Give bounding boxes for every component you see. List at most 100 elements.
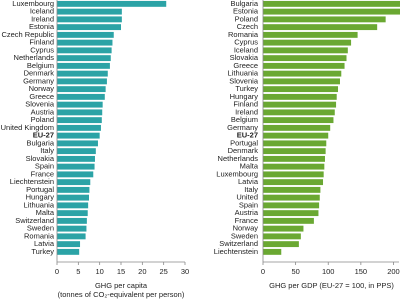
bar xyxy=(263,148,326,155)
bar xyxy=(57,124,101,131)
category-label: Luxembourg xyxy=(216,169,258,178)
bar xyxy=(263,16,386,23)
bar xyxy=(57,24,121,31)
bar xyxy=(263,225,304,232)
category-label: Switzerland xyxy=(219,239,258,248)
category-label: United xyxy=(236,193,258,202)
category-label: EU-27 xyxy=(33,131,54,140)
bar xyxy=(57,186,90,193)
x-tick-label: 25 xyxy=(159,267,167,276)
bar xyxy=(263,241,299,248)
bar xyxy=(263,31,358,38)
bar xyxy=(263,8,400,15)
category-label: Ireland xyxy=(235,107,258,116)
category-label: Greece xyxy=(233,61,258,70)
category-label: Liechtenstein xyxy=(10,177,54,186)
bar xyxy=(263,217,314,224)
category-label: Greece xyxy=(29,92,54,101)
bar xyxy=(263,86,339,93)
bar xyxy=(263,124,331,131)
category-label: EU-27 xyxy=(237,131,258,140)
bar xyxy=(263,47,348,54)
bar xyxy=(57,132,100,139)
category-label: Germany xyxy=(227,123,258,132)
category-label: Germany xyxy=(23,76,54,85)
category-label: Italy xyxy=(244,185,258,194)
category-label: Estonia xyxy=(233,7,259,16)
x-tick-label: 50 xyxy=(291,267,299,276)
category-label: Poland xyxy=(31,115,54,124)
bar xyxy=(57,225,87,232)
category-label: Lithuania xyxy=(24,200,55,209)
bar xyxy=(263,171,324,178)
category-label: Iceland xyxy=(30,7,54,16)
bar xyxy=(57,93,105,100)
bar xyxy=(57,155,95,162)
bar xyxy=(57,31,114,38)
bar xyxy=(263,132,329,139)
bar xyxy=(263,248,282,255)
category-label: Norway xyxy=(233,224,259,233)
bar xyxy=(57,39,113,46)
x-tick-label: 150 xyxy=(355,267,368,276)
bar xyxy=(263,0,400,7)
x-tick-label: 5 xyxy=(76,267,80,276)
category-label: Slovenia xyxy=(229,76,259,85)
category-label: Malta xyxy=(240,162,259,171)
category-label: Estonia xyxy=(29,22,55,31)
category-label: Hungary xyxy=(26,193,55,202)
bar xyxy=(57,163,95,170)
category-label: Austria xyxy=(235,208,259,217)
category-label: Ireland xyxy=(31,14,54,23)
bar xyxy=(57,202,89,209)
bar xyxy=(263,93,337,100)
x-tick-label: 30 xyxy=(181,267,189,276)
bar xyxy=(57,194,89,201)
bar xyxy=(263,140,327,147)
category-label: Austria xyxy=(31,107,55,116)
category-label: Malta xyxy=(36,208,55,217)
bar xyxy=(57,8,122,15)
category-label: Hungary xyxy=(230,92,259,101)
category-label: Cyprus xyxy=(234,38,258,47)
bar xyxy=(57,0,167,7)
bar xyxy=(263,39,352,46)
bar xyxy=(263,233,301,240)
category-label: Spain xyxy=(239,200,258,209)
category-label: Spain xyxy=(35,162,54,171)
bar xyxy=(57,140,98,147)
bar xyxy=(263,55,347,62)
bar xyxy=(57,78,107,85)
category-label: Czech xyxy=(237,22,258,31)
bar xyxy=(57,109,103,116)
bar xyxy=(263,78,340,85)
bar xyxy=(57,16,122,23)
category-label: Bulgaria xyxy=(230,0,258,8)
category-label: United Kingdom xyxy=(1,123,54,132)
category-label: France xyxy=(31,169,54,178)
x-tick-label: 0 xyxy=(55,267,59,276)
category-label: Poland xyxy=(235,14,258,23)
x-tick-label: 100 xyxy=(322,267,335,276)
category-label: Cyprus xyxy=(30,45,54,54)
bar xyxy=(57,101,103,108)
bar xyxy=(57,47,112,54)
category-label: Sweden xyxy=(27,224,54,233)
bar xyxy=(57,148,96,155)
bar xyxy=(263,109,335,116)
bar xyxy=(57,248,80,255)
category-label: Bulgaria xyxy=(26,138,54,147)
bar xyxy=(263,101,337,108)
category-label: Denmark xyxy=(24,69,55,78)
category-label: Latvia xyxy=(238,177,259,186)
bar xyxy=(263,163,325,170)
bar xyxy=(57,171,94,178)
category-label: Belgium xyxy=(27,61,54,70)
x-tick-label: 0 xyxy=(261,267,265,276)
category-label: Latvia xyxy=(34,239,55,248)
category-label: Liechtenstein xyxy=(214,247,258,256)
bar xyxy=(263,24,378,31)
bar xyxy=(263,194,320,201)
category-label: Netherlands xyxy=(14,53,55,62)
x-tick-label: 200 xyxy=(387,267,400,276)
